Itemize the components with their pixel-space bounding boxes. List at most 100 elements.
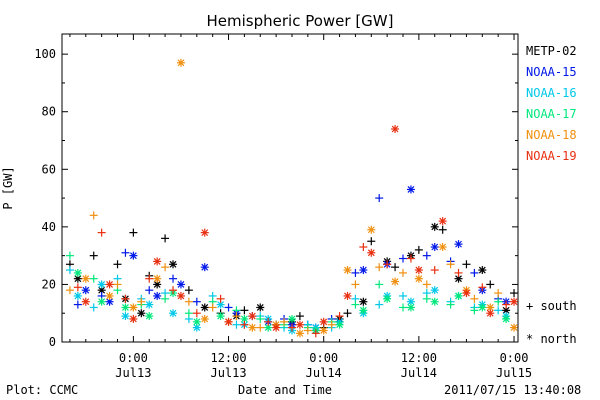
- north-point: [510, 323, 519, 332]
- north-point: [367, 248, 376, 257]
- north-point: [129, 303, 138, 312]
- south-point: [295, 312, 304, 321]
- south-point: [399, 254, 408, 263]
- south-point: [478, 283, 487, 292]
- south-point: [375, 300, 384, 309]
- south-point: [422, 294, 431, 303]
- south-point: [422, 251, 431, 260]
- north-point: [502, 314, 511, 323]
- north-point: [319, 317, 328, 326]
- south-point: [97, 228, 106, 237]
- south-point: [216, 294, 225, 303]
- north-point: [137, 309, 146, 318]
- x-tick-time: 0:00: [500, 351, 529, 365]
- south-point: [280, 317, 289, 326]
- north-point: [287, 314, 296, 323]
- south-point: [161, 234, 170, 243]
- north-point: [248, 312, 257, 321]
- south-point: [232, 312, 241, 321]
- south-point: [351, 280, 360, 289]
- north-point: [462, 289, 471, 298]
- south-point: [73, 283, 82, 292]
- south-point: [406, 254, 415, 263]
- north-point: [97, 297, 106, 306]
- south-point: [470, 306, 479, 315]
- y-tick-label: 100: [34, 47, 56, 61]
- south-point: [121, 248, 130, 257]
- y-tick-label: 20: [42, 277, 56, 291]
- x-tick-date: Jul14: [401, 366, 437, 380]
- plot-credit: Plot: CCMC: [6, 383, 79, 397]
- south-point: [303, 326, 312, 335]
- south-point: [414, 245, 423, 254]
- north-point: [510, 297, 519, 306]
- north-point: [216, 312, 225, 321]
- y-tick-label: 0: [49, 335, 56, 349]
- south-point: [287, 323, 296, 332]
- north-point: [248, 323, 257, 332]
- south-point: [89, 251, 98, 260]
- south-point: [232, 320, 241, 329]
- south-point: [343, 309, 352, 318]
- y-tick-label: 80: [42, 105, 56, 119]
- south-point: [256, 323, 265, 332]
- south-point: [327, 320, 336, 329]
- south-point: [89, 211, 98, 220]
- north-point: [176, 58, 185, 67]
- north-point: [430, 286, 439, 295]
- north-point: [414, 266, 423, 275]
- south-point: [375, 280, 384, 289]
- north-point: [359, 306, 368, 315]
- north-point: [406, 185, 415, 194]
- south-point: [311, 329, 320, 338]
- x-tick-date: Jul13: [115, 366, 151, 380]
- north-point: [256, 303, 265, 312]
- north-point: [343, 266, 352, 275]
- north-point: [153, 257, 162, 266]
- north-point: [295, 329, 304, 338]
- north-point: [176, 291, 185, 300]
- south-point: [208, 303, 217, 312]
- x-tick-time: 12:00: [210, 351, 246, 365]
- north-point: [105, 297, 114, 306]
- timestamp: 2011/07/15 13:40:08: [444, 383, 582, 397]
- south-point: [161, 294, 170, 303]
- north-point: [216, 300, 225, 309]
- south-point: [89, 303, 98, 312]
- south-point: [264, 317, 273, 326]
- north-point: [129, 314, 138, 323]
- north-point: [406, 297, 415, 306]
- south-point: [391, 263, 400, 272]
- north-point: [478, 303, 487, 312]
- legend-entry: METP-02: [526, 44, 577, 58]
- south-point: [65, 266, 74, 275]
- south-point: [113, 280, 122, 289]
- south-point: [169, 286, 178, 295]
- legend-entry: NOAA-18: [526, 128, 577, 142]
- south-point: [335, 312, 344, 321]
- south-point: [494, 297, 503, 306]
- south-point: [375, 263, 384, 272]
- south-point: [184, 286, 193, 295]
- south-point: [399, 291, 408, 300]
- north-point: [169, 309, 178, 318]
- north-point: [105, 280, 114, 289]
- south-point: [145, 274, 154, 283]
- north-point: [121, 303, 130, 312]
- north-point: [105, 291, 114, 300]
- south-point: [184, 309, 193, 318]
- y-tick-label: 40: [42, 220, 56, 234]
- south-point: [240, 306, 249, 315]
- south-point: [399, 268, 408, 277]
- south-point: [462, 260, 471, 269]
- south-point: [65, 286, 74, 295]
- north-point: [73, 268, 82, 277]
- marker-legend-entry: + south: [526, 299, 577, 313]
- north-point: [145, 312, 154, 321]
- north-point: [145, 300, 154, 309]
- north-point: [169, 260, 178, 269]
- south-point: [510, 289, 519, 298]
- legend-entry: NOAA-16: [526, 86, 577, 100]
- north-point: [200, 314, 209, 323]
- north-point: [200, 263, 209, 272]
